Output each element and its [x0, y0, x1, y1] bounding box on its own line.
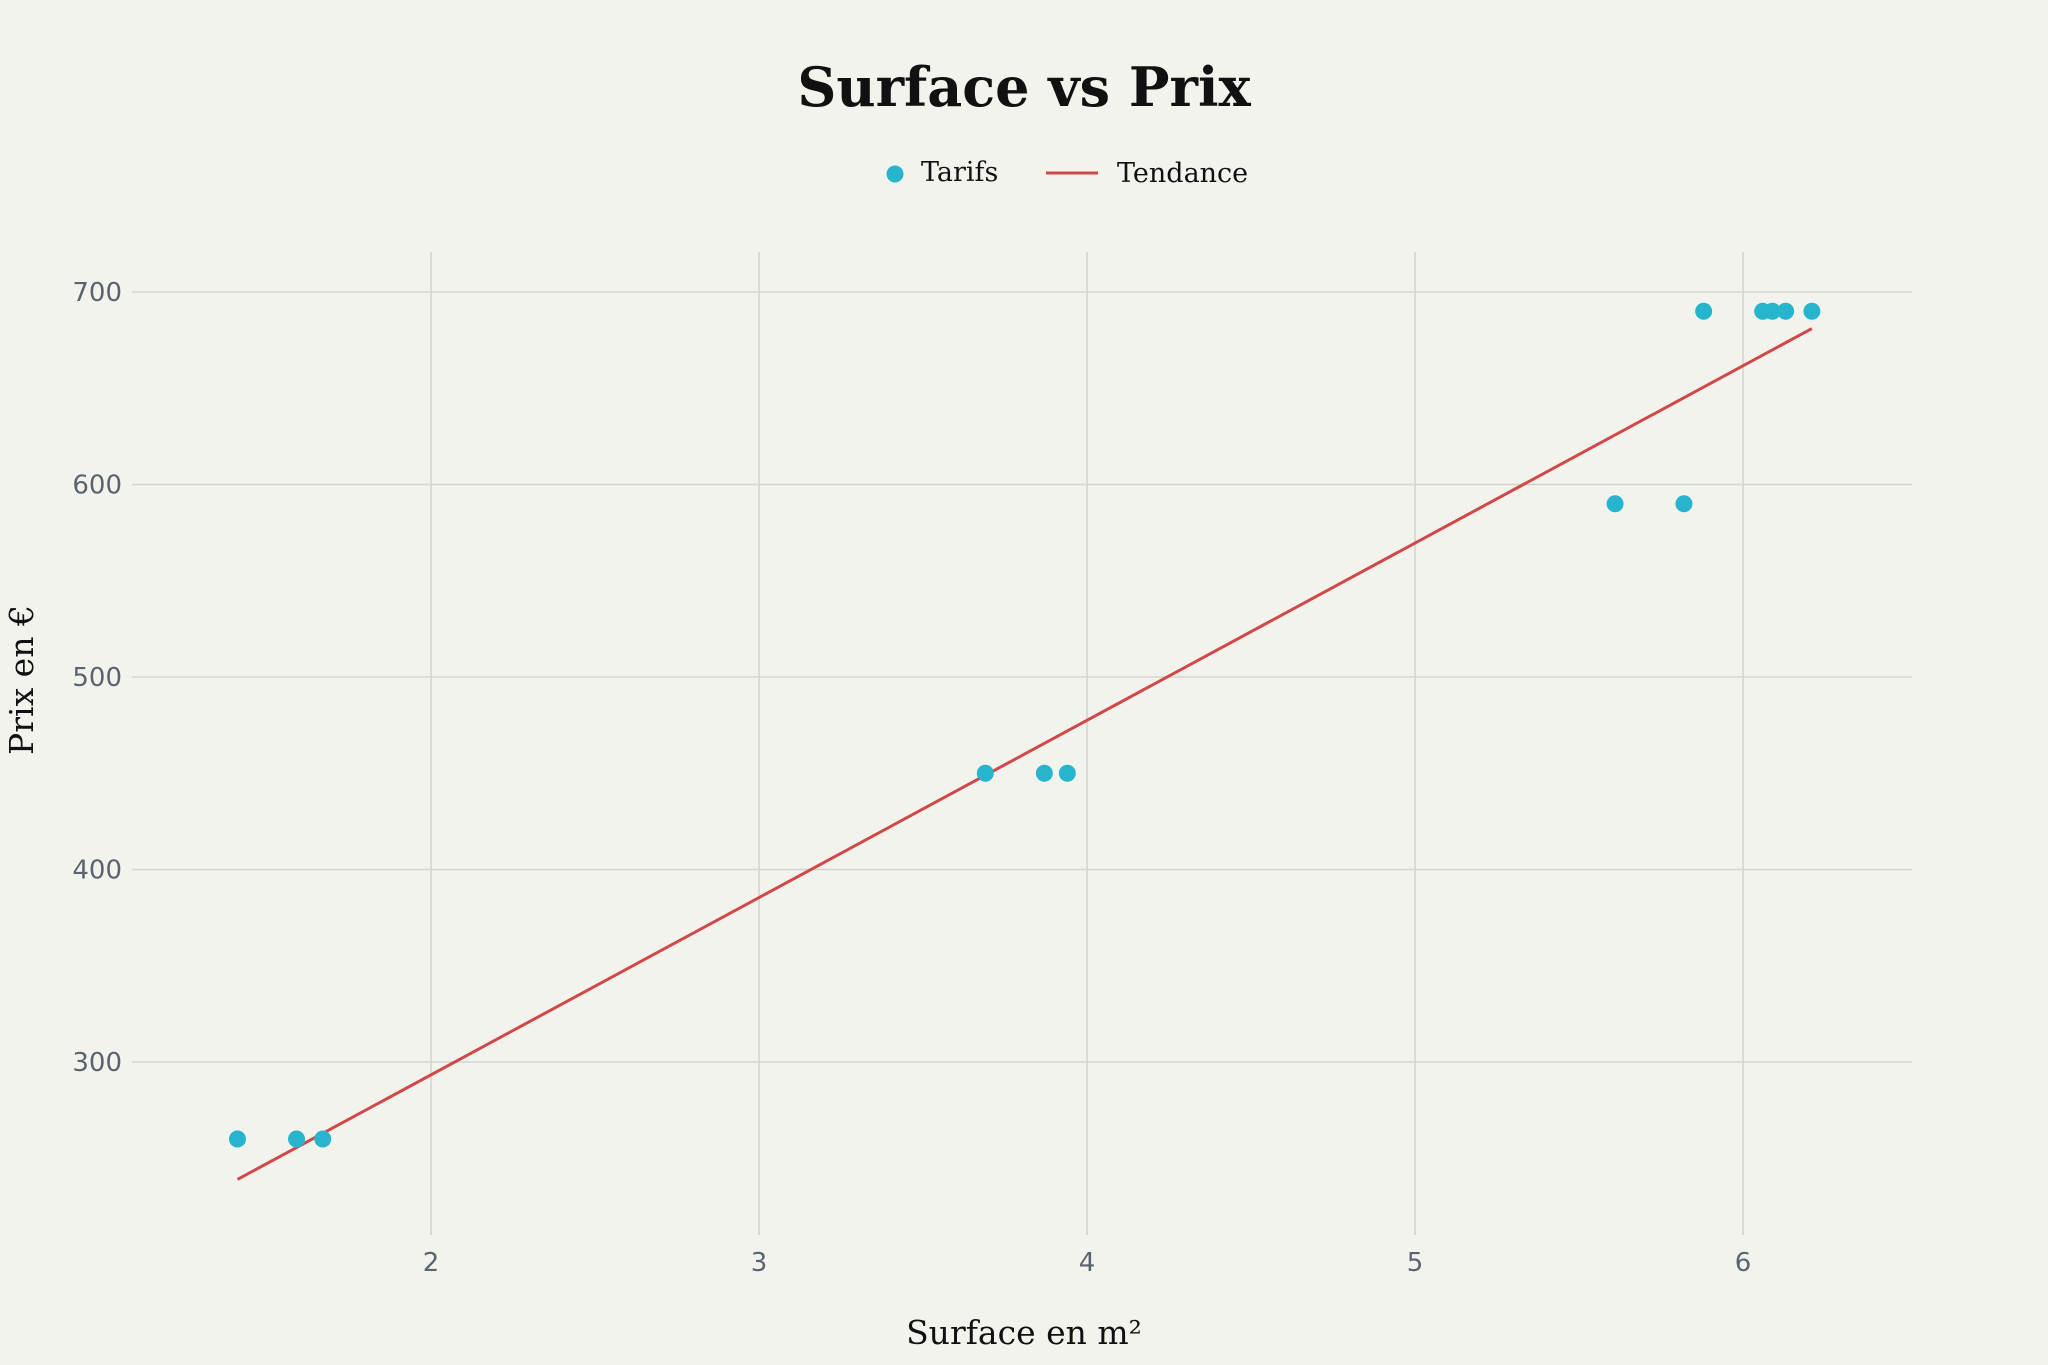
data-point-11 — [1777, 302, 1795, 320]
data-point-1 — [288, 1130, 306, 1148]
y-tick-label-500: 500 — [72, 663, 122, 693]
x-tick-label-6: 6 — [1735, 1248, 1752, 1278]
data-point-7 — [1675, 495, 1693, 513]
data-point-10 — [1764, 302, 1782, 320]
x-axis-label: Surface en m² — [906, 1313, 1142, 1352]
y-tick-label-700: 700 — [72, 278, 122, 308]
data-point-8 — [1695, 302, 1713, 320]
chart-title: Surface vs Prix — [797, 55, 1251, 119]
tick-labels: 300 400 500 600 700 2 3 4 5 6 — [72, 278, 1751, 1278]
legend-marker-tarifs — [886, 165, 904, 183]
data-point-0 — [228, 1130, 246, 1148]
gridlines — [132, 252, 1912, 1235]
x-tick-label-4: 4 — [1079, 1248, 1096, 1278]
data-point-2 — [314, 1130, 332, 1148]
y-tick-label-600: 600 — [72, 471, 122, 501]
data-point-3 — [976, 764, 994, 782]
y-axis-label: Prix en € — [2, 605, 41, 755]
trend-line — [236, 327, 1813, 1181]
y-tick-label-300: 300 — [72, 1048, 122, 1078]
x-tick-label-2: 2 — [423, 1248, 440, 1278]
data-point-5 — [1058, 764, 1076, 782]
data-point-6 — [1606, 495, 1624, 513]
x-tick-label-3: 3 — [751, 1248, 768, 1278]
data-point-12 — [1803, 302, 1821, 320]
data-points — [228, 302, 1821, 1148]
legend: Tarifs Tendance — [886, 157, 1248, 189]
data-point-4 — [1035, 764, 1053, 782]
x-tick-label-5: 5 — [1407, 1248, 1424, 1278]
trend-line-layer — [236, 327, 1813, 1181]
legend-label-tendance: Tendance — [1117, 158, 1248, 189]
legend-label-tarifs: Tarifs — [921, 157, 998, 188]
y-tick-label-400: 400 — [72, 856, 122, 886]
